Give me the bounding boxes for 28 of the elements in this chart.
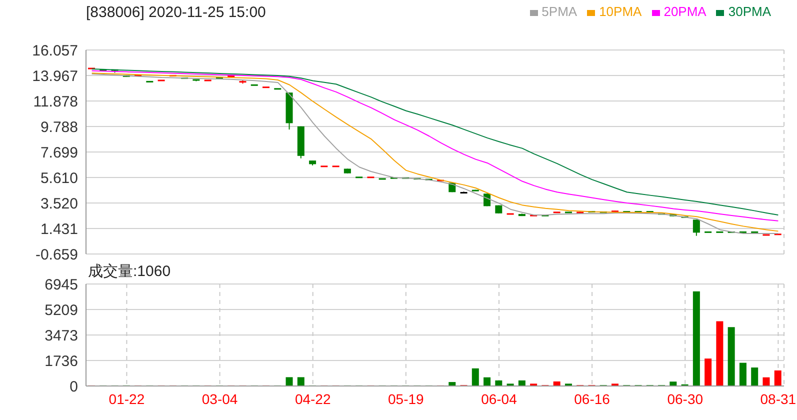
chart-title: [838006] 2020-11-25 15:00 [86,4,266,21]
x-tick-label: 08-31 [760,390,796,407]
x-tick-label: 06-16 [574,390,610,407]
legend-label: 20PMA [664,4,706,19]
legend-label: 30PMA [728,4,771,19]
y-tick-label: 7.699 [40,144,78,162]
x-tick-label: 04-22 [294,390,331,407]
x-tick-label: 05-19 [388,390,424,407]
x-tick-label: 06-04 [481,390,518,407]
legend-label: 10PMA [599,4,642,19]
y-tick-label: 13.967 [32,68,78,85]
y-tick-label: 1.431 [40,220,78,238]
y-tick-label: 3473 [44,327,78,344]
y-tick-label: 1736 [44,352,78,370]
legend-label: 5PMA [542,4,578,19]
y-tick-label: -0.659 [35,246,78,264]
chart-title: 成交量:1060 [88,262,171,281]
x-tick-label: 03-04 [202,390,238,407]
y-tick-label: 11.878 [33,93,78,110]
y-tick-label: 3.520 [40,195,78,212]
x-tick-label: 01-22 [108,390,145,407]
y-tick-label: 5209 [44,302,78,319]
y-tick-label: 5.610 [40,170,78,187]
y-tick-label: 9.788 [40,118,78,136]
y-tick-label: 0 [70,378,78,396]
y-tick-label: 6945 [44,276,78,294]
y-tick-label: 16.057 [32,42,78,60]
x-tick-label: 06-30 [667,390,704,407]
